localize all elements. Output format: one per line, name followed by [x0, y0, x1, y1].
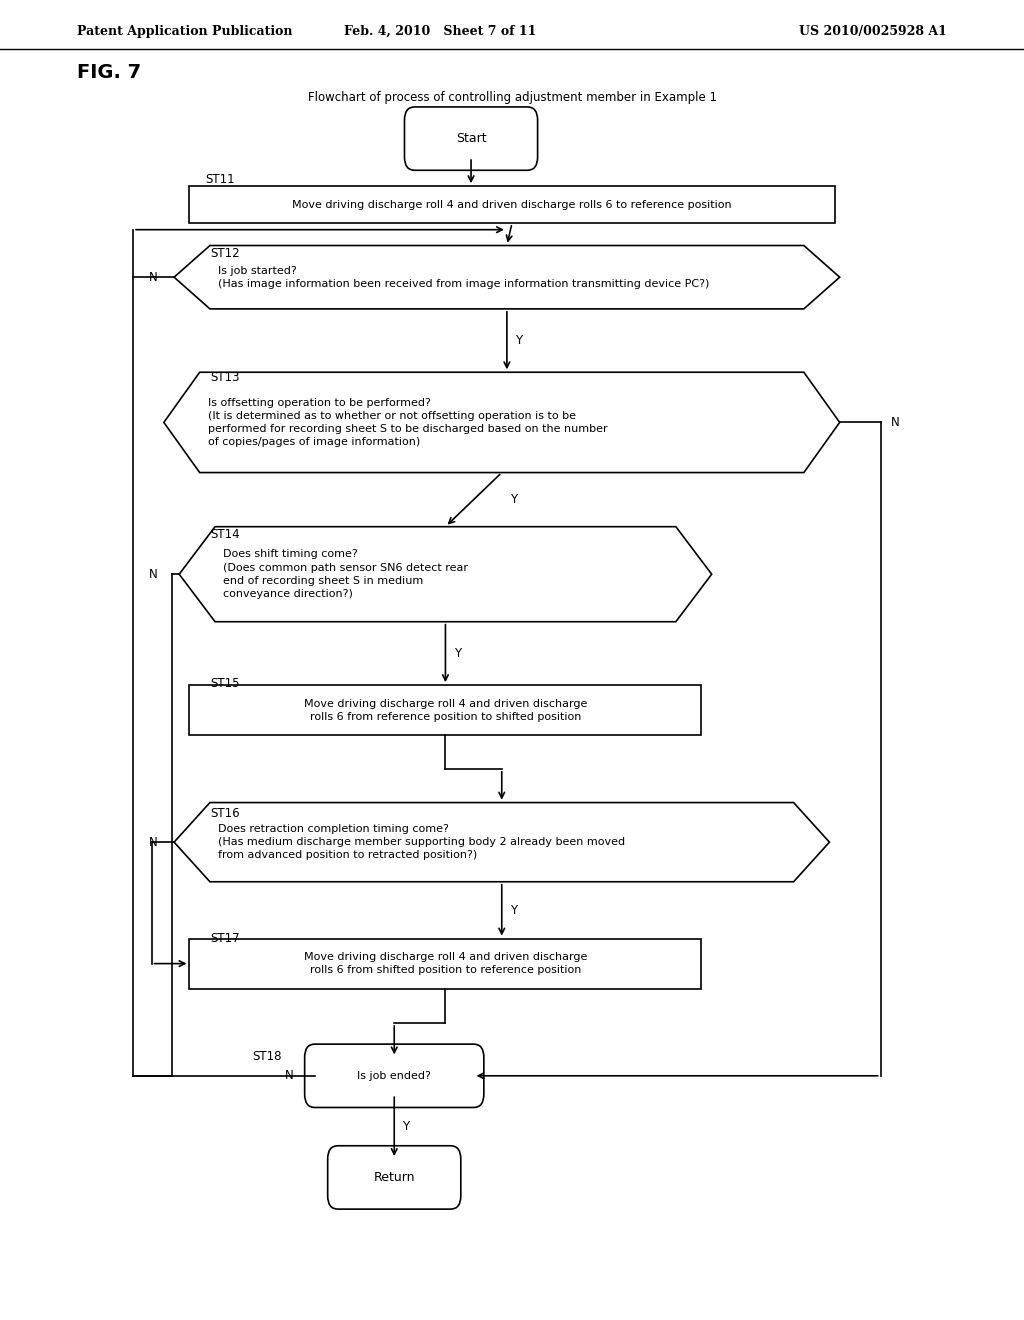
- Bar: [189, 939, 701, 989]
- Text: ST15: ST15: [210, 677, 240, 690]
- Text: Patent Application Publication: Patent Application Publication: [77, 25, 292, 38]
- Text: N: N: [150, 836, 158, 849]
- Text: Flowchart of process of controlling adjustment member in Example 1: Flowchart of process of controlling adju…: [307, 91, 717, 104]
- Text: Y: Y: [510, 494, 517, 506]
- Text: Is job started?
(Has image information been received from image information tran: Is job started? (Has image information b…: [218, 265, 710, 289]
- Text: Does retraction completion timing come?
(Has medium discharge member supporting : Does retraction completion timing come? …: [218, 824, 626, 861]
- Text: Y: Y: [454, 647, 461, 660]
- Text: ST13: ST13: [210, 371, 240, 384]
- Text: Is offsetting operation to be performed?
(It is determined as to whether or not : Is offsetting operation to be performed?…: [208, 397, 607, 447]
- Text: FIG. 7: FIG. 7: [77, 63, 141, 82]
- Text: N: N: [285, 1069, 294, 1082]
- FancyBboxPatch shape: [305, 1044, 483, 1107]
- Bar: [189, 685, 701, 735]
- Text: ST18: ST18: [252, 1049, 282, 1063]
- Polygon shape: [174, 803, 829, 882]
- Text: Move driving discharge roll 4 and driven discharge
rolls 6 from shifted position: Move driving discharge roll 4 and driven…: [304, 952, 587, 975]
- Polygon shape: [174, 246, 840, 309]
- Text: Move driving discharge roll 4 and driven discharge rolls 6 to reference position: Move driving discharge roll 4 and driven…: [292, 199, 732, 210]
- Text: Start: Start: [456, 132, 486, 145]
- Text: ST12: ST12: [210, 247, 240, 260]
- Text: US 2010/0025928 A1: US 2010/0025928 A1: [800, 25, 947, 38]
- Text: Return: Return: [374, 1171, 415, 1184]
- Text: ST14: ST14: [210, 528, 240, 541]
- Polygon shape: [164, 372, 840, 473]
- Text: Is job ended?: Is job ended?: [357, 1071, 431, 1081]
- FancyBboxPatch shape: [404, 107, 538, 170]
- Text: Y: Y: [515, 334, 522, 347]
- Text: Y: Y: [402, 1121, 410, 1133]
- Text: ST16: ST16: [210, 807, 240, 820]
- Text: ST17: ST17: [210, 932, 240, 945]
- Text: ST11: ST11: [205, 173, 234, 186]
- FancyBboxPatch shape: [328, 1146, 461, 1209]
- Text: N: N: [150, 271, 158, 284]
- Text: Does shift timing come?
(Does common path sensor SN6 detect rear
end of recordin: Does shift timing come? (Does common pat…: [223, 549, 468, 599]
- Text: Move driving discharge roll 4 and driven discharge
rolls 6 from reference positi: Move driving discharge roll 4 and driven…: [304, 698, 587, 722]
- Text: N: N: [891, 416, 900, 429]
- Text: N: N: [150, 568, 158, 581]
- Text: Y: Y: [510, 904, 517, 916]
- Text: Feb. 4, 2010   Sheet 7 of 11: Feb. 4, 2010 Sheet 7 of 11: [344, 25, 537, 38]
- Bar: [189, 186, 835, 223]
- Polygon shape: [179, 527, 712, 622]
